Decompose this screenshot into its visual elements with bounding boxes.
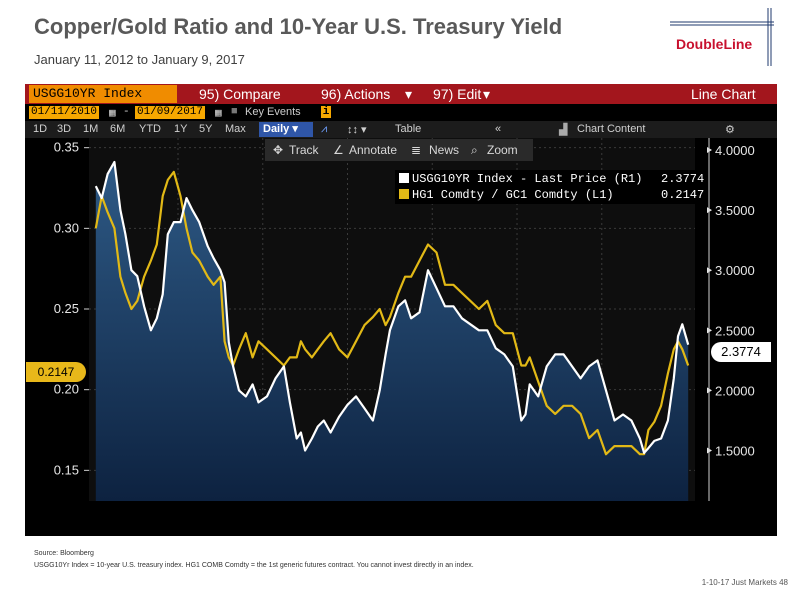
edit-dropdown-icon[interactable]: ▾: [483, 86, 491, 102]
period-3d[interactable]: 3D: [57, 123, 72, 135]
left-last-value-badge: 0.2147: [26, 362, 86, 382]
period-1y[interactable]: 1Y: [174, 123, 188, 135]
table-button[interactable]: Table: [395, 123, 422, 135]
frequency-label: Daily: [263, 123, 290, 135]
legend-label-ratio: HG1 Comdty / GC1 Comdty (L1): [412, 188, 614, 202]
gear-icon[interactable]: ⚙: [725, 124, 735, 136]
zoom-button[interactable]: Zoom: [487, 143, 518, 157]
page-subtitle: January 11, 2012 to January 9, 2017: [34, 52, 245, 67]
line-style-icon[interactable]: ⩘: [321, 123, 328, 135]
key-events-label: Key Events: [245, 106, 301, 118]
x-axis-band: [25, 502, 777, 536]
news-icon[interactable]: ≣: [411, 143, 422, 157]
logo-grid-icon: [670, 8, 774, 66]
calendar-icon[interactable]: ▦: [109, 108, 116, 120]
right-axis-tick-label: 3.5000: [715, 203, 755, 218]
period-toolbar: 1D 3D 1M 6M YTD 1Y 5Y Max Daily ▾ ⩘ ↕↕ ▾…: [25, 121, 777, 138]
date-range-bar: 01/11/2010 ▦ - 01/09/2017 ▦ ■ Key Events…: [25, 105, 777, 120]
legend-value-yield: 2.3774: [661, 172, 705, 186]
right-axis-tick-label: 4.0000: [715, 143, 755, 158]
bloomberg-terminal-chart: USGG10YR Index 95) Compare 96) Actions ▾…: [25, 84, 777, 536]
right-axis-tick-label: 3.0000: [715, 263, 755, 278]
right-axis-tick-label: 2.0000: [715, 383, 755, 398]
legend-row-yield: USGG10YR Index - Last Price (R1) 2.3774: [399, 171, 704, 187]
left-axis-tick-label: 0.30: [54, 220, 79, 235]
track-icon[interactable]: ✥: [273, 143, 284, 157]
left-axis-tick-label: 0.20: [54, 382, 79, 397]
chart-tools-icon[interactable]: ↕↕ ▾: [347, 124, 367, 136]
end-date-field[interactable]: 01/09/2017: [135, 106, 206, 119]
period-ytd[interactable]: YTD: [139, 123, 161, 135]
doubleline-logo: DoubleLine: [650, 8, 780, 68]
frequency-dropdown[interactable]: Daily ▾: [259, 122, 313, 137]
chart-legend: USGG10YR Index - Last Price (R1) 2.3774 …: [395, 170, 707, 204]
period-1m[interactable]: 1M: [83, 123, 99, 135]
info-icon[interactable]: i: [321, 106, 331, 118]
collapse-icon[interactable]: «: [495, 123, 502, 135]
left-axis-tick-label: 0.35: [54, 140, 79, 155]
index-footnote: USGG10Yr Index = 10-year U.S. treasury i…: [34, 562, 474, 569]
chart-toolbar: ✥ Track ∠ Annotate ≣ News ⌕ Zoom: [265, 139, 533, 161]
period-1d[interactable]: 1D: [33, 123, 48, 135]
left-axis-tick-label: 0.15: [54, 462, 79, 477]
key-events-checkbox[interactable]: ■: [231, 106, 238, 118]
chart-kind-label: Line Chart: [691, 86, 756, 102]
date-separator: -: [123, 106, 130, 118]
right-last-value-badge: 2.3774: [711, 342, 771, 362]
period-max[interactable]: Max: [225, 123, 246, 135]
legend-value-ratio: 0.2147: [661, 188, 705, 202]
legend-row-ratio: HG1 Comdty / GC1 Comdty (L1) 0.2147: [399, 187, 704, 203]
compare-button[interactable]: 95) Compare: [199, 86, 281, 102]
annotate-button[interactable]: Annotate: [349, 143, 398, 157]
zoom-icon[interactable]: ⌕: [471, 143, 478, 157]
actions-dropdown-icon[interactable]: ▾: [405, 86, 413, 102]
start-date-field[interactable]: 01/11/2010: [29, 106, 100, 119]
period-6m[interactable]: 6M: [110, 123, 126, 135]
chart-content-icon[interactable]: ▟: [559, 124, 568, 136]
logo-text: DoubleLine: [676, 36, 753, 52]
page-title: Copper/Gold Ratio and 10-Year U.S. Treas…: [34, 14, 563, 39]
news-button[interactable]: News: [429, 143, 460, 157]
right-axis-tick-label: 1.5000: [715, 444, 755, 459]
annotate-icon[interactable]: ∠: [333, 143, 344, 157]
source-note: Source: Bloomberg: [34, 550, 94, 557]
terminal-command-bar: USGG10YR Index 95) Compare 96) Actions ▾…: [25, 84, 777, 104]
calendar-icon[interactable]: ▦: [215, 108, 222, 120]
yield-line: [94, 160, 690, 454]
legend-swatch-white: [399, 173, 409, 183]
yield-area: [95, 162, 689, 501]
security-field[interactable]: USGG10YR Index: [29, 85, 177, 103]
legend-swatch-yellow: [399, 189, 409, 199]
page-number: 1-10-17 Just Markets 48: [701, 578, 788, 587]
actions-menu[interactable]: 96) Actions: [321, 86, 391, 102]
track-button[interactable]: Track: [289, 143, 319, 157]
right-axis-tick-label: 2.5000: [715, 323, 755, 338]
period-5y[interactable]: 5Y: [199, 123, 213, 135]
chart-content-button[interactable]: Chart Content: [577, 123, 646, 135]
legend-label-yield: USGG10YR Index - Last Price (R1): [412, 172, 643, 186]
edit-menu[interactable]: 97) Edit: [433, 86, 482, 102]
left-axis-tick-label: 0.25: [54, 301, 79, 316]
ratio-line: [94, 170, 690, 456]
